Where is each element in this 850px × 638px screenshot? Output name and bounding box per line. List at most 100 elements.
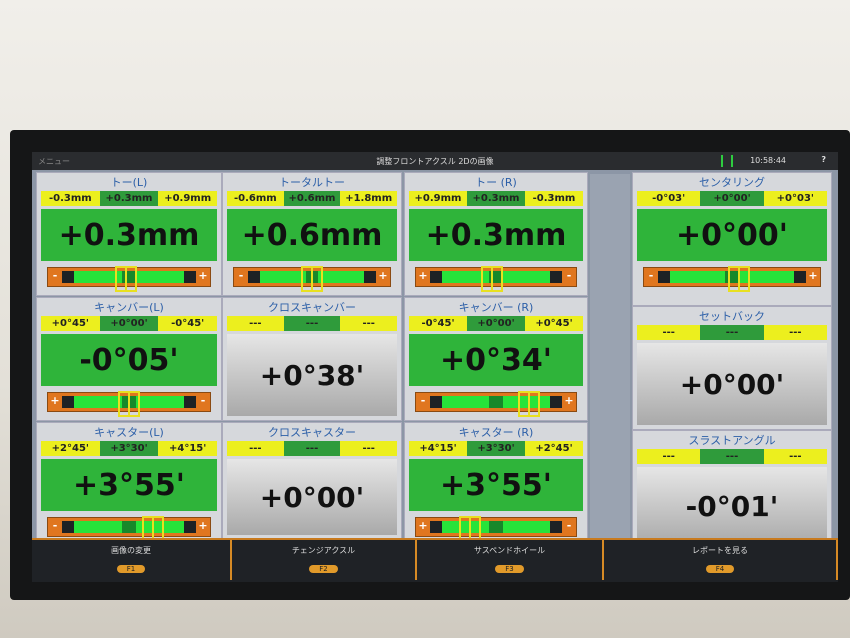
slider-track: [62, 391, 196, 417]
slider-right-sign: +: [378, 269, 388, 282]
function-key-label: 画像の変更: [111, 546, 151, 555]
range-nominal: ---: [700, 325, 764, 340]
slider-right-sign: +: [198, 269, 208, 282]
panel-title: スラストアングル: [688, 434, 776, 447]
tolerance-range: --- --- ---: [637, 325, 827, 340]
tolerance-range: --- --- ---: [637, 449, 827, 464]
tolerance-range: +4°15' +3°30' +2°45': [409, 441, 583, 456]
range-min: -0.6mm: [227, 191, 284, 206]
panel-title: キャスター(L): [94, 426, 164, 439]
window-title: 調整フロントアクスル 2Dの画像: [376, 157, 494, 166]
function-key-tag: F3: [495, 565, 524, 573]
adjustment-slider: + -: [415, 266, 577, 292]
measurement-panel: クロスキャンバー --- --- --- +0°38': [222, 297, 402, 421]
slider-marker: [481, 266, 504, 292]
range-min: +2°45': [41, 441, 100, 456]
range-max: ---: [340, 441, 398, 456]
range-min: ---: [637, 449, 701, 464]
range-max: -0°45': [158, 316, 218, 331]
range-nominal: +0°00': [467, 316, 525, 331]
column-divider: [590, 174, 630, 554]
slider-marker: [728, 266, 751, 292]
range-min: +4°15': [409, 441, 467, 456]
range-nominal: ---: [283, 441, 341, 456]
adjustment-slider: - +: [643, 266, 821, 292]
range-nominal: +0°00': [99, 316, 159, 331]
slider-right-sign: +: [808, 269, 818, 282]
function-key-f1[interactable]: 画像の変更 F1: [32, 540, 232, 580]
panel-title: キャンバー(L): [94, 301, 164, 314]
range-min: -0.3mm: [41, 191, 100, 206]
measured-value: -0°01': [637, 467, 827, 545]
slider-right-sign: +: [564, 394, 574, 407]
range-nominal: +3°30': [99, 441, 159, 456]
title-bar: メニュー 調整フロントアクスル 2Dの画像 10:58:44 ?: [32, 152, 838, 170]
range-nominal: ---: [700, 449, 764, 464]
slider-track: [430, 516, 562, 542]
slider-left-sign: -: [420, 394, 426, 407]
range-min: ---: [227, 316, 284, 331]
panel-title: キャンバー (R): [458, 301, 534, 314]
tolerance-range: +0.9mm +0.3mm -0.3mm: [409, 191, 583, 206]
menu-button[interactable]: メニュー: [38, 157, 70, 166]
adjustment-slider: - +: [415, 391, 577, 417]
slider-track: [62, 516, 196, 542]
slider-track: [658, 266, 806, 292]
function-key-f2[interactable]: チェンジアクスル F2: [232, 540, 417, 580]
slider-right-sign: -: [566, 519, 572, 532]
function-key-f3[interactable]: サスペンドホイール F3: [417, 540, 604, 580]
range-max: +0°45': [525, 316, 583, 331]
range-nominal: +0.3mm: [467, 191, 525, 206]
measurement-panel: キャスター(L) +2°45' +3°30' +4°15' +3°55' - +: [36, 422, 222, 542]
slider-track: [430, 266, 562, 292]
range-max: +2°45': [525, 441, 583, 456]
slider-right-sign: +: [198, 519, 208, 532]
tolerance-range: -0°45' +0°00' +0°45': [409, 316, 583, 331]
slider-marker: [301, 266, 323, 292]
measurement-panel: セットバック --- --- --- +0°00': [632, 306, 832, 430]
function-key-f4[interactable]: レポートを見る F4: [604, 540, 838, 580]
slider-right-sign: -: [200, 394, 206, 407]
panel-title: センタリング: [699, 176, 765, 189]
range-nominal: +0.6mm: [283, 191, 341, 206]
slider-target-zone: [489, 396, 503, 408]
slider-left-sign: +: [418, 269, 428, 282]
slider-left-sign: -: [52, 519, 58, 532]
range-max: +4°15': [158, 441, 218, 456]
slider-target-zone: [724, 271, 740, 283]
measured-value: +3°55': [409, 459, 583, 511]
range-min: +0°45': [41, 316, 100, 331]
slider-marker: [115, 266, 138, 292]
panel-title: クロスキャスター: [268, 426, 356, 439]
measurement-panel: クロスキャスター --- --- --- +0°00': [222, 422, 402, 540]
adjustment-slider: - +: [47, 516, 211, 542]
slider-right-sign: -: [566, 269, 572, 282]
alignment-screen: メニュー 調整フロントアクスル 2Dの画像 10:58:44 ? トー(L) -0…: [32, 152, 838, 582]
range-max: ---: [763, 449, 827, 464]
range-nominal: +0°00': [700, 191, 764, 206]
help-button[interactable]: ?: [821, 155, 826, 164]
slider-marker: [118, 391, 140, 417]
slider-marker: [518, 391, 540, 417]
range-min: +0.9mm: [409, 191, 467, 206]
slider-target-zone: [489, 521, 503, 533]
panel-title: セットバック: [699, 310, 765, 323]
panel-title: トー(L): [110, 176, 148, 189]
measurement-panel: キャスター (R) +4°15' +3°30' +2°45' +3°55' + -: [404, 422, 588, 542]
slider-target-zone: [122, 521, 136, 533]
measured-value: +0°34': [409, 334, 583, 386]
measured-value: +0°00': [637, 209, 827, 261]
range-max: ---: [340, 316, 398, 331]
panel-title: クロスキャンバー: [268, 301, 356, 314]
range-nominal: +0.3mm: [99, 191, 159, 206]
function-key-tag: F4: [705, 565, 735, 573]
adjustment-slider: - +: [233, 266, 391, 292]
measurement-panel: スラストアングル --- --- --- -0°01': [632, 430, 832, 550]
function-key-tag: F1: [116, 565, 146, 573]
measured-value: +0.3mm: [409, 209, 583, 261]
measurement-panel: キャンバー (R) -0°45' +0°00' +0°45' +0°34' - +: [404, 297, 588, 421]
clock: 10:58:44: [750, 156, 786, 165]
measured-value: +0°38': [227, 334, 397, 416]
measurement-panel: トー(L) -0.3mm +0.3mm +0.9mm +0.3mm - +: [36, 172, 222, 296]
range-max: -0.3mm: [525, 191, 583, 206]
